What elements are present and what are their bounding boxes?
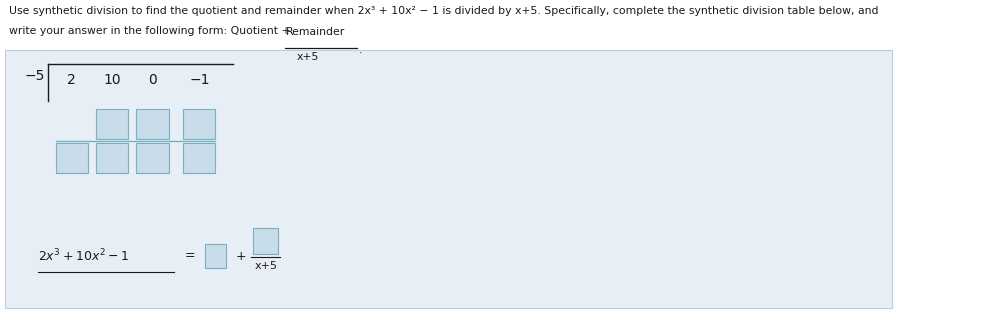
Text: Remainder: Remainder [285,27,345,37]
FancyBboxPatch shape [136,109,169,139]
FancyBboxPatch shape [5,50,892,308]
FancyBboxPatch shape [56,143,88,173]
Text: +: + [235,250,246,263]
FancyBboxPatch shape [253,228,278,254]
Text: x+5: x+5 [254,261,277,271]
FancyBboxPatch shape [96,109,128,139]
Text: $2x^3 + 10x^2 - 1$: $2x^3 + 10x^2 - 1$ [38,248,129,264]
Text: write your answer in the following form: Quotient +: write your answer in the following form:… [9,26,294,36]
Text: −1: −1 [189,73,210,87]
FancyBboxPatch shape [205,244,226,268]
FancyBboxPatch shape [96,143,128,173]
Text: 2: 2 [67,73,76,87]
FancyBboxPatch shape [136,143,169,173]
Text: .: . [359,45,362,55]
Text: −5: −5 [25,69,45,83]
FancyBboxPatch shape [183,143,215,173]
Text: Use synthetic division to find the quotient and remainder when 2x³ + 10x² − 1 is: Use synthetic division to find the quoti… [9,6,878,16]
Text: =: = [185,250,196,263]
Text: x+5: x+5 [296,52,319,62]
Text: 10: 10 [103,73,121,87]
Text: 0: 0 [148,73,157,87]
FancyBboxPatch shape [183,109,215,139]
